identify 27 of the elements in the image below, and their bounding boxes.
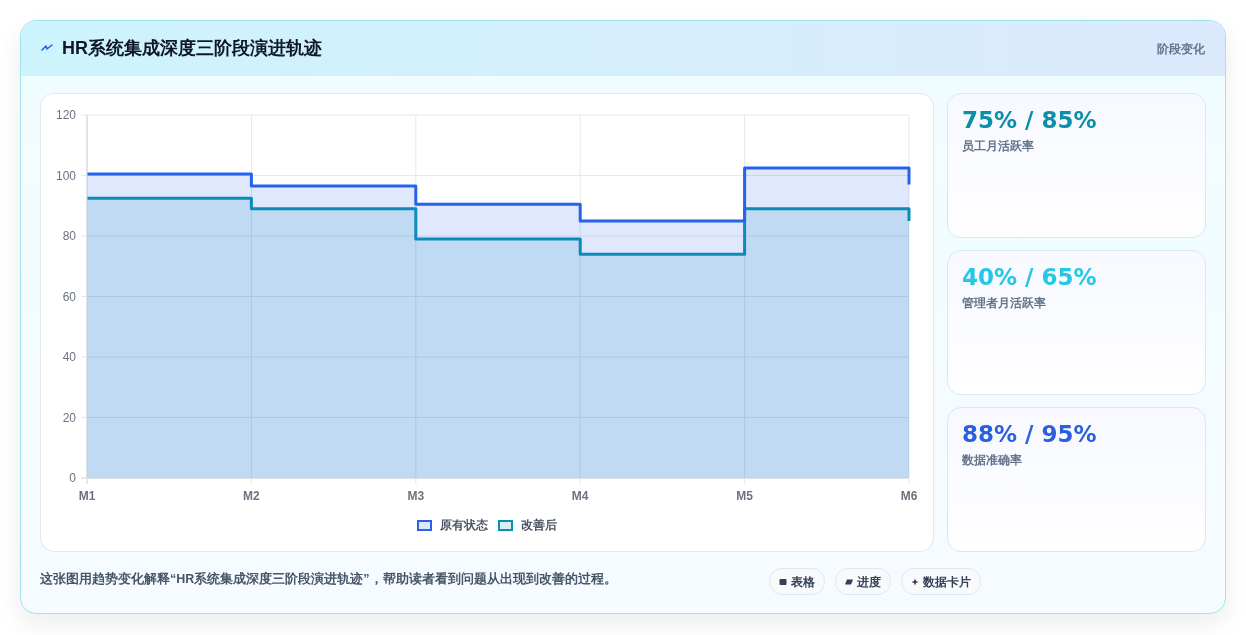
x-tick-label: M4 [571,489,589,503]
y-tick-label: 80 [62,229,76,243]
y-tick-label: 0 [69,471,76,485]
chip-label: 进度 [857,574,881,589]
kpi-value: 40% / 65% [962,263,1097,292]
x-tick-label: M2 [243,489,260,503]
kpi-value: 75% / 85% [962,106,1097,135]
chip-label: 表格 [791,574,815,589]
legend-label: 改善后 [521,518,557,532]
x-tick-label: M1 [78,489,96,503]
y-tick-label: 40 [62,350,76,364]
kpi-value: 88% / 95% [962,420,1097,449]
y-tick-label: 100 [55,168,76,183]
caption: 这张图用趋势变化解释“HR系统集成深度三阶段演进轨迹”，帮助读者看到问题从出现到改善的过程。 [40,570,617,588]
y-tick-label: 20 [62,410,76,425]
title: HR系统集成深度三阶段演进轨迹 [62,37,322,60]
x-tick-label: M5 [736,489,753,503]
y-tick-label: 60 [62,289,76,304]
kpi-label: 管理者月活跃率 [962,295,1046,312]
kpi-label: 员工月活跃率 [962,138,1034,155]
y-tick-label: 120 [55,108,76,122]
x-tick-label: M6 [900,489,918,503]
heading: 阶段变化 [1157,41,1205,58]
legend-label: 原有状态 [440,518,488,532]
kpi-label: 数据准确率 [962,452,1022,469]
chip-label: 数据卡片 [923,574,971,589]
x-tick-label: M3 [407,489,425,503]
